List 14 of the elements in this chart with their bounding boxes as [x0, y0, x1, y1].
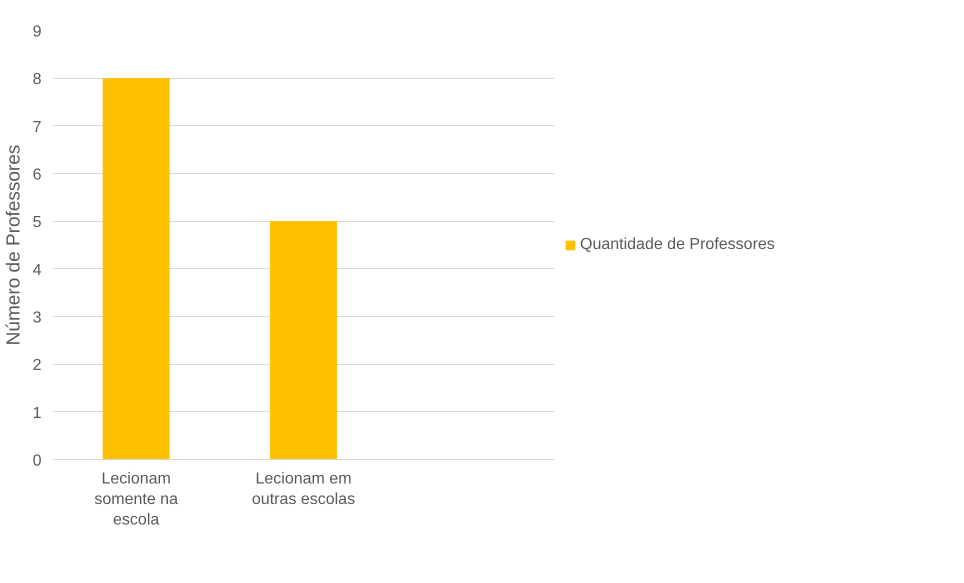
y-tick-label: 7 — [32, 118, 42, 136]
y-tick-label: 1 — [32, 404, 42, 422]
y-tick-label: 9 — [32, 24, 42, 40]
y-tick-label: 3 — [32, 310, 42, 326]
y-tick-label: 6 — [32, 166, 42, 184]
y-tick-label: 8 — [32, 71, 42, 88]
x-tick-label: Lecionam somente na escola — [94, 470, 178, 528]
x-tick-label: Lecionam em outras escolas — [252, 470, 356, 508]
y-tick-label: 4 — [32, 262, 42, 279]
y-tick-label: 0 — [32, 452, 42, 470]
y-axis-title: Número de Professores — [4, 144, 25, 346]
y-tick-label: 2 — [32, 357, 42, 374]
y-tick-label: 5 — [32, 214, 42, 232]
legend-label: Quantidade de Professores — [580, 236, 775, 254]
